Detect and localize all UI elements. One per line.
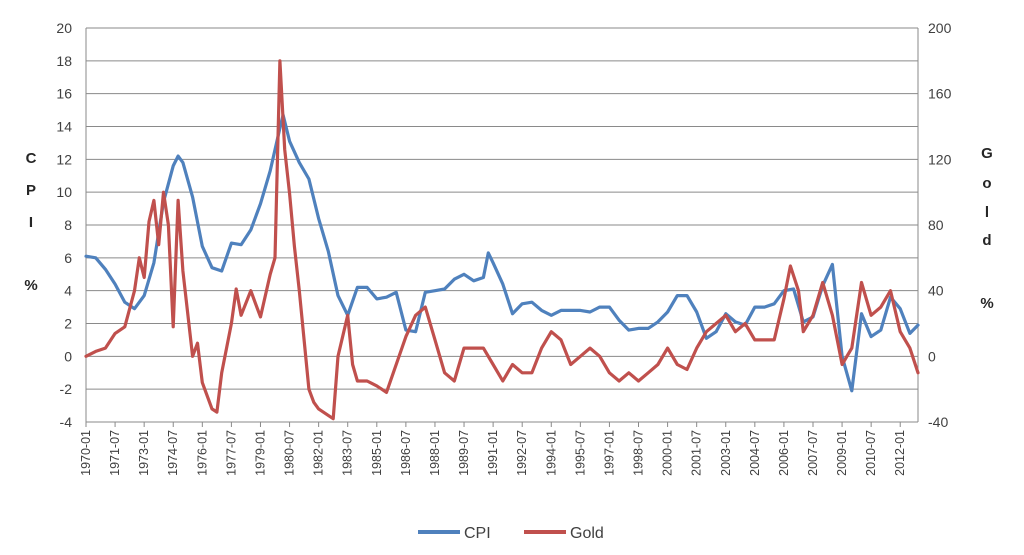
x-tick-label: 1995-07 [573,430,587,476]
legend: CPI Gold [418,525,604,542]
left-y-axis-label-letter: C [26,150,37,167]
x-tick-label: 1973-01 [137,430,151,476]
x-tick-label: 1991-01 [486,430,500,476]
legend-label-gold: Gold [570,525,604,542]
right-y-axis-label-letter: G [981,145,993,162]
x-tick-label: 2001-07 [690,430,704,476]
x-tick-label: 1983-07 [341,430,355,476]
x-tick-label: 1989-07 [457,430,471,476]
right-y-axis-label-letter: d [982,232,991,249]
left-y-tick-label: 18 [56,53,72,69]
x-tick-label: 1994-01 [544,430,558,476]
left-y-tick-label: 20 [56,20,72,36]
x-tick-label: 1985-01 [370,430,384,476]
x-tick-label: 2009-01 [835,430,849,476]
x-tick-label: 1980-07 [283,430,297,476]
series-lines [84,59,920,421]
left-y-tick-label: 10 [56,184,72,200]
left-y-tick-label: 6 [64,250,72,266]
legend-label-cpi: CPI [464,525,491,542]
left-y-tick-label: -2 [60,381,73,397]
x-tick-label: 1970-01 [79,430,93,476]
left-y-tick-label: 2 [64,316,72,332]
x-tick-label: 2000-01 [661,430,675,476]
left-y-axis-label-letter: P [26,182,36,199]
right-y-axis-label: Gold% [980,145,993,312]
left-y-axis-label-letter: I [29,214,33,231]
right-y-tick-label: 160 [928,86,952,102]
x-tick-label: 2006-01 [777,430,791,476]
x-tick-label: 2007-07 [806,430,820,476]
x-tick-label: 2004-07 [748,430,762,476]
x-tick-label: 2012-01 [893,430,907,476]
right-y-axis-label-letter: % [980,295,993,312]
x-tick-label: 1992-07 [515,430,529,476]
x-tick-label: 2003-01 [719,430,733,476]
left-y-axis-ticks: -4 -2 0 2 4 6 8 10 12 14 16 18 20 [56,20,72,430]
x-tick-label: 1979-01 [253,430,267,476]
right-y-tick-label: 80 [928,217,944,233]
x-tick-label: 1976-01 [195,430,209,476]
x-tick-label: 1971-07 [108,430,122,476]
x-tick-label: 1986-07 [399,430,413,476]
left-y-tick-label: 8 [64,217,72,233]
series-line-cpi [84,113,920,393]
right-y-axis-label-letter: o [982,175,991,192]
left-y-tick-label: -4 [60,414,73,430]
x-axis-ticks: 1970-01 1971-07 1973-01 1974-07 1976-01 1977-… [79,422,907,476]
x-tick-label: 1998-07 [632,430,646,476]
right-y-tick-label: -40 [928,414,948,430]
left-y-tick-label: 12 [56,151,72,167]
x-tick-label: 1974-07 [166,430,180,476]
left-y-tick-label: 14 [56,119,72,135]
left-y-tick-label: 16 [56,86,72,102]
right-y-tick-label: 40 [928,283,944,299]
x-tick-label: 1997-01 [602,430,616,476]
right-y-axis-label-letter: l [985,204,989,221]
right-y-tick-label: 200 [928,20,952,36]
x-tick-label: 2010-07 [864,430,878,476]
left-y-tick-label: 0 [64,348,72,364]
left-y-axis-label-letter: % [24,277,37,294]
left-y-axis-label: CPI% [24,150,37,294]
left-y-tick-label: 4 [64,283,72,299]
series-line-gold [84,59,920,421]
x-tick-label: 1982-01 [312,430,326,476]
x-tick-label: 1977-07 [224,430,238,476]
x-tick-label: 1988-01 [428,430,442,476]
right-y-tick-label: 0 [928,348,936,364]
right-y-tick-label: 120 [928,151,952,167]
right-y-axis-ticks: -40 0 40 80 120 160 200 [928,20,952,430]
